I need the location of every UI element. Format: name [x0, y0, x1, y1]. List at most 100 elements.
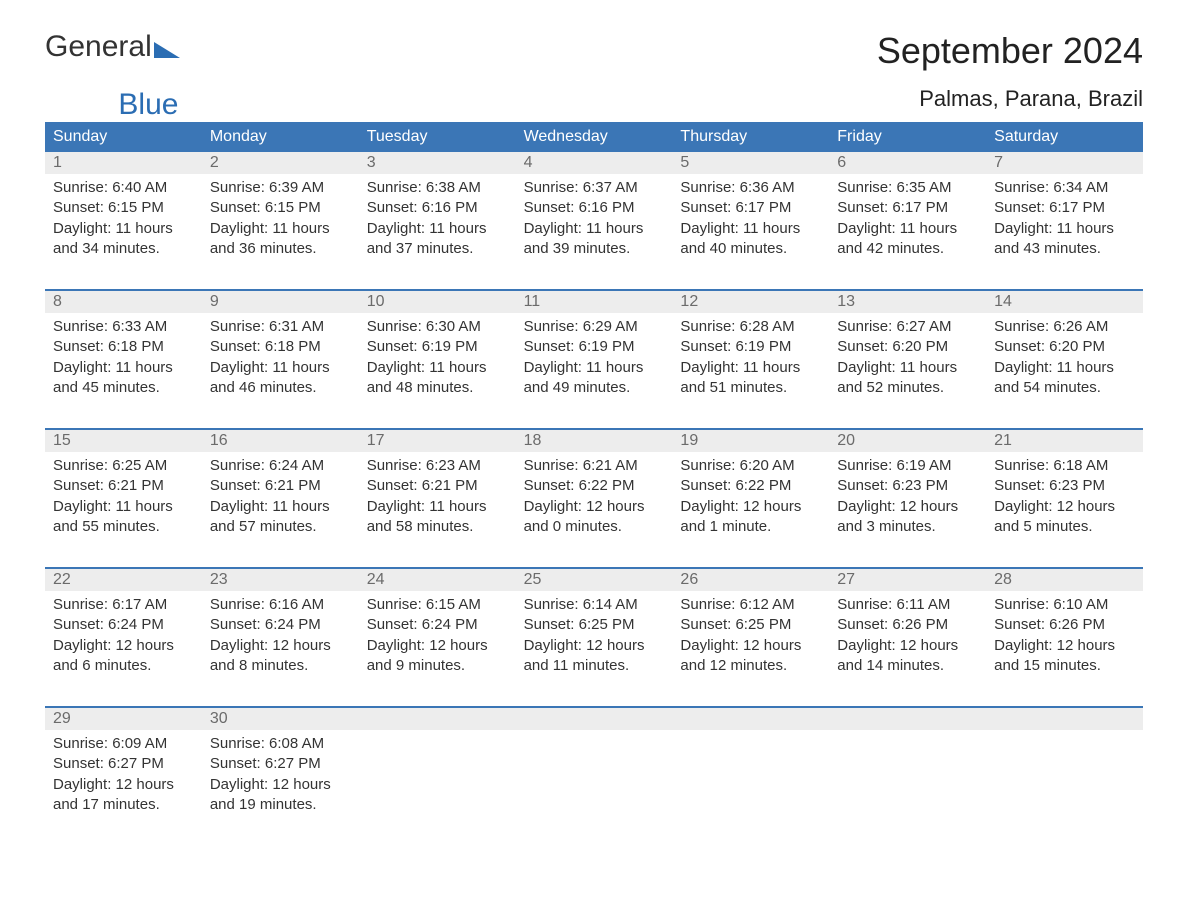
- daylight-text-2: and 57 minutes.: [210, 517, 351, 537]
- sunset-text: Sunset: 6:25 PM: [680, 615, 821, 635]
- sunrise-text: Sunrise: 6:08 AM: [210, 734, 351, 754]
- daybody-row: Sunrise: 6:17 AMSunset: 6:24 PMDaylight:…: [45, 591, 1143, 694]
- day-cell: Sunrise: 6:38 AMSunset: 6:16 PMDaylight:…: [359, 174, 516, 277]
- daylight-text-2: and 48 minutes.: [367, 378, 508, 398]
- sunrise-text: Sunrise: 6:40 AM: [53, 178, 194, 198]
- daylight-text-1: Daylight: 11 hours: [524, 358, 665, 378]
- day-number: 18: [516, 430, 673, 452]
- day-number: 5: [672, 152, 829, 174]
- sunrise-text: Sunrise: 6:35 AM: [837, 178, 978, 198]
- logo-triangle-icon: [154, 42, 180, 58]
- daylight-text-2: and 17 minutes.: [53, 795, 194, 815]
- header: General September 2024: [45, 30, 1143, 72]
- day-cell: Sunrise: 6:31 AMSunset: 6:18 PMDaylight:…: [202, 313, 359, 416]
- sunrise-text: Sunrise: 6:23 AM: [367, 456, 508, 476]
- day-cell: [986, 730, 1143, 833]
- daynum-row: 1234567: [45, 152, 1143, 174]
- sunrise-text: Sunrise: 6:11 AM: [837, 595, 978, 615]
- day-cell: Sunrise: 6:26 AMSunset: 6:20 PMDaylight:…: [986, 313, 1143, 416]
- sunset-text: Sunset: 6:21 PM: [367, 476, 508, 496]
- day-cell: [359, 730, 516, 833]
- sunrise-text: Sunrise: 6:24 AM: [210, 456, 351, 476]
- daynum-row: 22232425262728: [45, 569, 1143, 591]
- day-cell: Sunrise: 6:23 AMSunset: 6:21 PMDaylight:…: [359, 452, 516, 555]
- daylight-text-2: and 37 minutes.: [367, 239, 508, 259]
- sunset-text: Sunset: 6:27 PM: [210, 754, 351, 774]
- daynum-row: 2930: [45, 708, 1143, 730]
- day-cell: Sunrise: 6:37 AMSunset: 6:16 PMDaylight:…: [516, 174, 673, 277]
- day-cell: Sunrise: 6:10 AMSunset: 6:26 PMDaylight:…: [986, 591, 1143, 694]
- daylight-text-1: Daylight: 12 hours: [210, 636, 351, 656]
- week-row: 891011121314Sunrise: 6:33 AMSunset: 6:18…: [45, 289, 1143, 416]
- daylight-text-1: Daylight: 11 hours: [210, 497, 351, 517]
- daylight-text-2: and 19 minutes.: [210, 795, 351, 815]
- sunset-text: Sunset: 6:22 PM: [680, 476, 821, 496]
- sunset-text: Sunset: 6:24 PM: [53, 615, 194, 635]
- sunrise-text: Sunrise: 6:12 AM: [680, 595, 821, 615]
- daylight-text-2: and 3 minutes.: [837, 517, 978, 537]
- logo-line2: GeneBlue: [45, 88, 178, 122]
- sunrise-text: Sunrise: 6:10 AM: [994, 595, 1135, 615]
- sunset-text: Sunset: 6:22 PM: [524, 476, 665, 496]
- daynum-row: 891011121314: [45, 291, 1143, 313]
- day-cell: Sunrise: 6:36 AMSunset: 6:17 PMDaylight:…: [672, 174, 829, 277]
- day-cell: Sunrise: 6:35 AMSunset: 6:17 PMDaylight:…: [829, 174, 986, 277]
- daylight-text-2: and 0 minutes.: [524, 517, 665, 537]
- location: Palmas, Parana, Brazil: [919, 86, 1143, 112]
- daylight-text-2: and 43 minutes.: [994, 239, 1135, 259]
- day-cell: Sunrise: 6:34 AMSunset: 6:17 PMDaylight:…: [986, 174, 1143, 277]
- day-number: 9: [202, 291, 359, 313]
- daylight-text-1: Daylight: 12 hours: [837, 497, 978, 517]
- dow-cell: Wednesday: [516, 122, 673, 152]
- daylight-text-2: and 39 minutes.: [524, 239, 665, 259]
- dow-cell: Sunday: [45, 122, 202, 152]
- day-number: [986, 708, 1143, 730]
- dow-cell: Tuesday: [359, 122, 516, 152]
- sunrise-text: Sunrise: 6:20 AM: [680, 456, 821, 476]
- day-cell: Sunrise: 6:18 AMSunset: 6:23 PMDaylight:…: [986, 452, 1143, 555]
- day-number: 6: [829, 152, 986, 174]
- daybody-row: Sunrise: 6:25 AMSunset: 6:21 PMDaylight:…: [45, 452, 1143, 555]
- sunrise-text: Sunrise: 6:33 AM: [53, 317, 194, 337]
- day-number: 12: [672, 291, 829, 313]
- daylight-text-1: Daylight: 12 hours: [53, 636, 194, 656]
- sunset-text: Sunset: 6:17 PM: [994, 198, 1135, 218]
- sunset-text: Sunset: 6:17 PM: [680, 198, 821, 218]
- day-cell: Sunrise: 6:15 AMSunset: 6:24 PMDaylight:…: [359, 591, 516, 694]
- day-cell: Sunrise: 6:21 AMSunset: 6:22 PMDaylight:…: [516, 452, 673, 555]
- sunrise-text: Sunrise: 6:16 AM: [210, 595, 351, 615]
- daylight-text-1: Daylight: 11 hours: [680, 358, 821, 378]
- daylight-text-2: and 34 minutes.: [53, 239, 194, 259]
- sunrise-text: Sunrise: 6:17 AM: [53, 595, 194, 615]
- sunrise-text: Sunrise: 6:19 AM: [837, 456, 978, 476]
- sunset-text: Sunset: 6:23 PM: [837, 476, 978, 496]
- daylight-text-1: Daylight: 12 hours: [210, 775, 351, 795]
- day-cell: Sunrise: 6:20 AMSunset: 6:22 PMDaylight:…: [672, 452, 829, 555]
- daylight-text-1: Daylight: 12 hours: [837, 636, 978, 656]
- daylight-text-1: Daylight: 11 hours: [367, 358, 508, 378]
- daylight-text-1: Daylight: 11 hours: [210, 219, 351, 239]
- day-cell: Sunrise: 6:19 AMSunset: 6:23 PMDaylight:…: [829, 452, 986, 555]
- sunset-text: Sunset: 6:21 PM: [210, 476, 351, 496]
- sunset-text: Sunset: 6:16 PM: [367, 198, 508, 218]
- day-number: 25: [516, 569, 673, 591]
- daylight-text-2: and 49 minutes.: [524, 378, 665, 398]
- daylight-text-1: Daylight: 11 hours: [367, 219, 508, 239]
- day-number: 20: [829, 430, 986, 452]
- day-number: 19: [672, 430, 829, 452]
- sunrise-text: Sunrise: 6:26 AM: [994, 317, 1135, 337]
- dow-cell: Saturday: [986, 122, 1143, 152]
- day-number: 27: [829, 569, 986, 591]
- sunrise-text: Sunrise: 6:25 AM: [53, 456, 194, 476]
- sunrise-text: Sunrise: 6:18 AM: [994, 456, 1135, 476]
- daylight-text-1: Daylight: 12 hours: [53, 775, 194, 795]
- sunset-text: Sunset: 6:17 PM: [837, 198, 978, 218]
- sunrise-text: Sunrise: 6:27 AM: [837, 317, 978, 337]
- daylight-text-2: and 14 minutes.: [837, 656, 978, 676]
- sunset-text: Sunset: 6:15 PM: [53, 198, 194, 218]
- day-cell: Sunrise: 6:09 AMSunset: 6:27 PMDaylight:…: [45, 730, 202, 833]
- daylight-text-2: and 5 minutes.: [994, 517, 1135, 537]
- daylight-text-1: Daylight: 11 hours: [837, 358, 978, 378]
- sunrise-text: Sunrise: 6:30 AM: [367, 317, 508, 337]
- day-number: 11: [516, 291, 673, 313]
